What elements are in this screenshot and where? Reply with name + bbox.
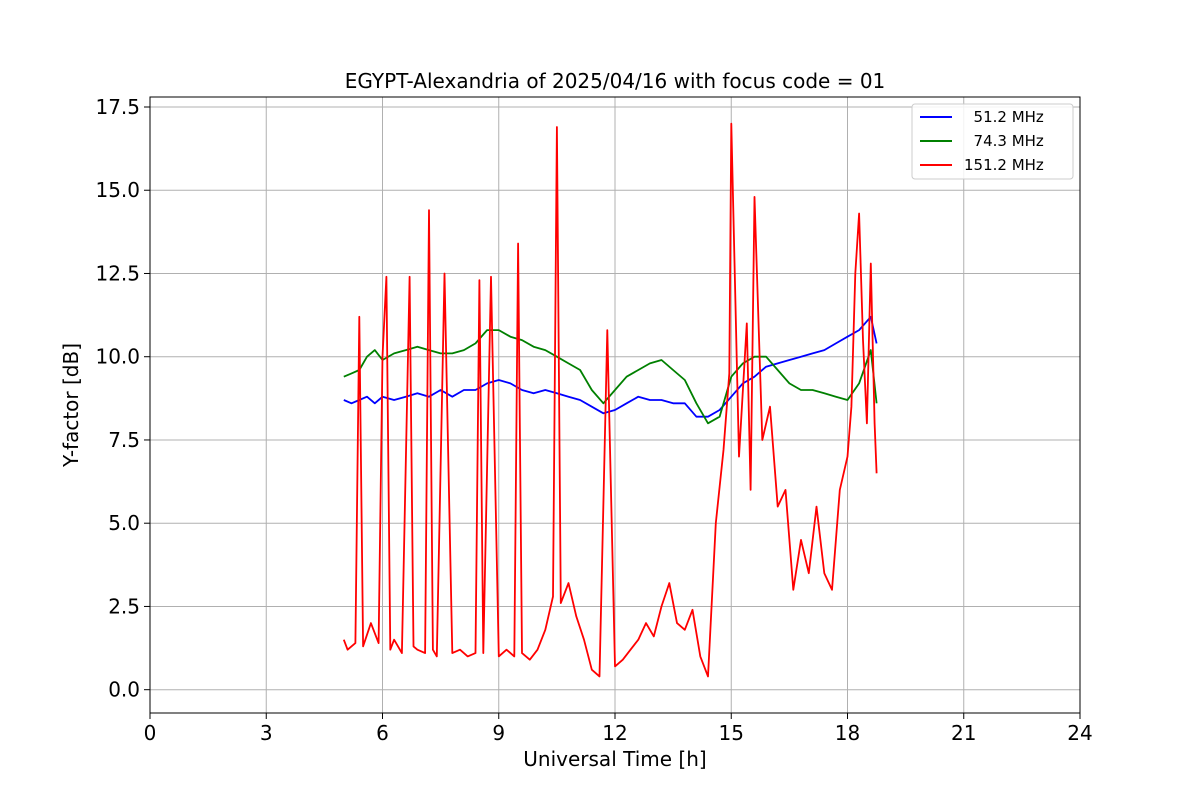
y-tick-label: 17.5 <box>95 95 140 119</box>
x-tick-label: 3 <box>260 721 273 745</box>
y-tick-label: 7.5 <box>108 428 140 452</box>
x-tick-label: 24 <box>1067 721 1092 745</box>
series-line-2 <box>342 122 878 678</box>
chart-title: EGYPT-Alexandria of 2025/04/16 with focu… <box>345 69 886 93</box>
legend-label: 51.2 MHz <box>964 108 1044 126</box>
y-axis: 0.0 2.5 5.0 7.5 10.0 12.5 15.0 17.5 <box>95 95 150 702</box>
legend-box <box>911 103 1074 180</box>
y-tick-label: 10.0 <box>95 345 140 369</box>
x-tick-label: 21 <box>951 721 976 745</box>
x-tick-label: 6 <box>376 721 389 745</box>
legend-label: 151.2 MHz <box>964 156 1044 174</box>
y-tick-label: 2.5 <box>108 594 140 618</box>
series-line-0 <box>343 315 878 418</box>
x-axis-label: Universal Time [h] <box>523 747 706 771</box>
x-tick-label: 12 <box>602 721 627 745</box>
x-tick-label: 15 <box>719 721 744 745</box>
y-tick-label: 0.0 <box>108 678 140 702</box>
x-tick-label: 0 <box>144 721 157 745</box>
series-layer <box>342 122 878 678</box>
series-line-1 <box>343 329 878 425</box>
legend: 51.2 MHz 74.3 MHz 151.2 MHz <box>911 103 1074 180</box>
y-tick-label: 15.0 <box>95 178 140 202</box>
x-axis: 0 3 6 9 12 15 18 21 24 <box>144 713 1093 745</box>
y-axis-label: Y-factor [dB] <box>59 343 83 468</box>
x-tick-label: 18 <box>835 721 860 745</box>
legend-label: 74.3 MHz <box>964 132 1044 150</box>
x-tick-label: 9 <box>492 721 505 745</box>
y-tick-label: 12.5 <box>95 261 140 285</box>
y-tick-label: 5.0 <box>108 511 140 535</box>
